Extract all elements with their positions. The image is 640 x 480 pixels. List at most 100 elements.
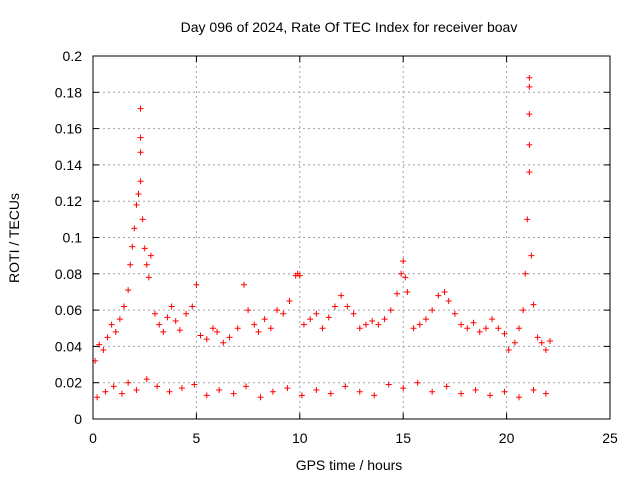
data-point: [505, 347, 512, 354]
data-point: [313, 310, 320, 317]
data-point: [216, 386, 223, 393]
y-tick-label: 0.16: [55, 121, 82, 137]
data-point: [487, 392, 494, 399]
data-point: [118, 390, 125, 397]
data-point: [298, 392, 305, 399]
data-point: [458, 390, 465, 397]
y-tick-label: 0: [74, 411, 82, 427]
data-point: [152, 310, 159, 317]
data-point: [267, 325, 274, 332]
data-point: [160, 328, 167, 335]
data-point: [400, 258, 407, 265]
data-point: [381, 316, 388, 323]
data-point: [393, 290, 400, 297]
data-point: [214, 328, 221, 335]
data-point: [251, 321, 258, 328]
data-point: [325, 314, 332, 321]
data-point: [350, 310, 357, 317]
data-point: [482, 325, 489, 332]
data-point: [112, 328, 119, 335]
data-point: [416, 321, 423, 328]
x-tick-label: 0: [89, 430, 97, 446]
y-axis-label: ROTI / TECUs: [6, 193, 22, 283]
data-point: [129, 243, 136, 250]
y-tick-label: 0.08: [55, 266, 82, 282]
data-point: [137, 178, 144, 185]
data-point: [375, 321, 382, 328]
x-tick-label: 10: [292, 430, 308, 446]
data-point: [319, 325, 326, 332]
data-point: [402, 274, 409, 281]
data-point: [286, 298, 293, 305]
data-point: [220, 339, 227, 346]
data-point: [495, 325, 502, 332]
data-point: [108, 321, 115, 328]
data-point: [197, 332, 204, 339]
data-point: [243, 383, 250, 390]
data-point: [534, 334, 541, 341]
x-tick-labels: 0 5 10 15 20 25: [89, 430, 618, 446]
data-point: [476, 328, 483, 335]
data-point: [189, 303, 196, 310]
data-point: [369, 317, 376, 324]
y-tick-label: 0.12: [55, 193, 82, 209]
data-point: [524, 216, 531, 223]
data-point: [371, 392, 378, 399]
x-tick-label: 15: [395, 430, 411, 446]
data-point: [342, 383, 349, 390]
data-point: [137, 105, 144, 112]
data-point: [178, 385, 185, 392]
data-point: [344, 303, 351, 310]
data-point: [472, 386, 479, 393]
data-point: [429, 388, 436, 395]
data-point: [441, 288, 448, 295]
data-point: [168, 303, 175, 310]
grid-lines: [93, 56, 610, 419]
data-point: [131, 225, 138, 232]
data-point: [245, 307, 252, 314]
data-point: [176, 327, 183, 334]
data-point: [143, 376, 150, 383]
x-tick-label: 5: [193, 430, 201, 446]
data-point: [538, 339, 545, 346]
data-point: [137, 134, 144, 141]
data-point: [445, 298, 452, 305]
data-point: [137, 149, 144, 156]
data-point: [422, 316, 429, 323]
data-point: [172, 317, 179, 324]
data-point: [414, 379, 421, 386]
data-point: [526, 141, 533, 148]
data-point: [141, 245, 148, 252]
data-point: [327, 390, 334, 397]
data-point: [530, 301, 537, 308]
y-tick-labels: 0 0.02 0.04 0.06 0.08 0.1 0.12 0.14 0.16 0.18 0.2: [55, 48, 82, 427]
data-point: [121, 303, 128, 310]
data-point: [307, 316, 314, 323]
data-point: [458, 321, 465, 328]
data-point: [404, 288, 411, 295]
data-points: [92, 74, 554, 401]
data-point: [230, 390, 237, 397]
data-point: [100, 347, 107, 354]
data-point: [96, 341, 103, 348]
data-point: [133, 386, 140, 393]
data-point: [240, 281, 247, 288]
data-point: [356, 388, 363, 395]
data-point: [191, 381, 198, 388]
data-point: [542, 347, 549, 354]
x-tick-label: 20: [499, 430, 515, 446]
data-point: [526, 169, 533, 176]
data-point: [526, 74, 533, 81]
data-point: [429, 307, 436, 314]
data-point: [261, 316, 268, 323]
data-point: [542, 390, 549, 397]
data-point: [234, 325, 241, 332]
data-point: [102, 388, 109, 395]
data-point: [135, 190, 142, 197]
data-point: [183, 310, 190, 317]
data-point: [528, 252, 535, 259]
data-point: [125, 287, 132, 294]
data-point: [94, 394, 101, 401]
data-point: [226, 334, 233, 341]
